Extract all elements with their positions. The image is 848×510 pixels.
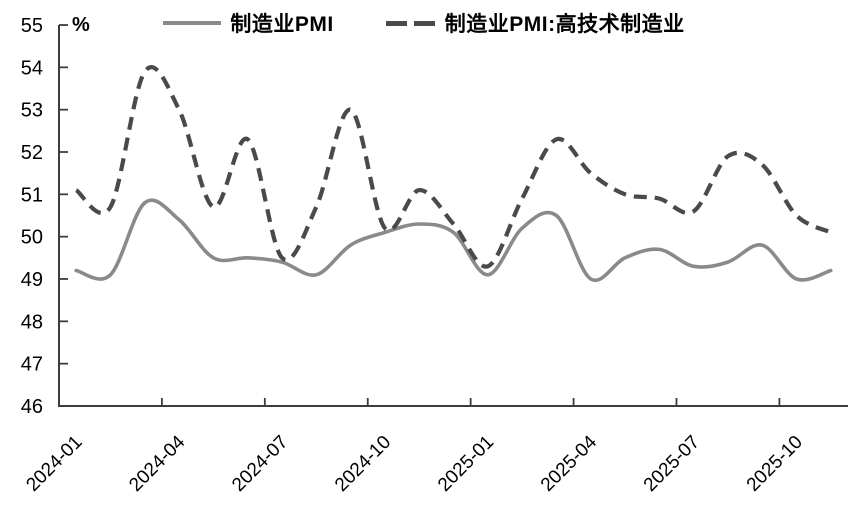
- x-tick-label: 2024-04: [125, 431, 189, 495]
- y-tick-label: 54: [21, 57, 43, 79]
- hightech-pmi-line: [74, 65, 832, 269]
- y-tick-label: 53: [21, 100, 43, 122]
- x-tick-label: 2025-10: [743, 432, 807, 496]
- y-tick-label: 51: [21, 184, 43, 206]
- axis-lines: [58, 25, 848, 407]
- y-tick-label: 55: [21, 15, 43, 37]
- y-tick-label: 46: [21, 396, 43, 418]
- y-axis-unit-label: %: [72, 14, 90, 36]
- manufacturing-pmi-line: [74, 198, 833, 283]
- legend-item-manufacturing-pmi: 制造业PMI: [163, 8, 333, 38]
- chart-legend: 制造业PMI 制造业PMI:高技术制造业: [0, 8, 848, 38]
- x-tick-label: 2025-04: [537, 431, 601, 495]
- y-tick-label: 50: [21, 227, 43, 249]
- y-tick-label: 49: [21, 269, 43, 291]
- solid-line-sample: [163, 21, 222, 25]
- x-tick-label: 2025-07: [640, 432, 704, 496]
- legend-label-manufacturing-pmi: 制造业PMI: [230, 13, 334, 36]
- x-tick-label: 2025-01: [434, 432, 498, 496]
- legend-label-hightech-pmi: 制造业PMI:高技术制造业: [444, 13, 685, 36]
- x-tick-label: 2024-07: [228, 432, 292, 496]
- legend-item-hightech-pmi: 制造业PMI:高技术制造业: [334, 8, 685, 38]
- x-tick-label: 2024-01: [22, 432, 86, 496]
- y-tick-label: 48: [21, 311, 43, 333]
- y-tick-label: 47: [21, 354, 43, 376]
- dashed-line-sample: [385, 20, 435, 26]
- y-tick-label: 52: [21, 142, 43, 164]
- x-tick-label: 2024-10: [331, 432, 395, 496]
